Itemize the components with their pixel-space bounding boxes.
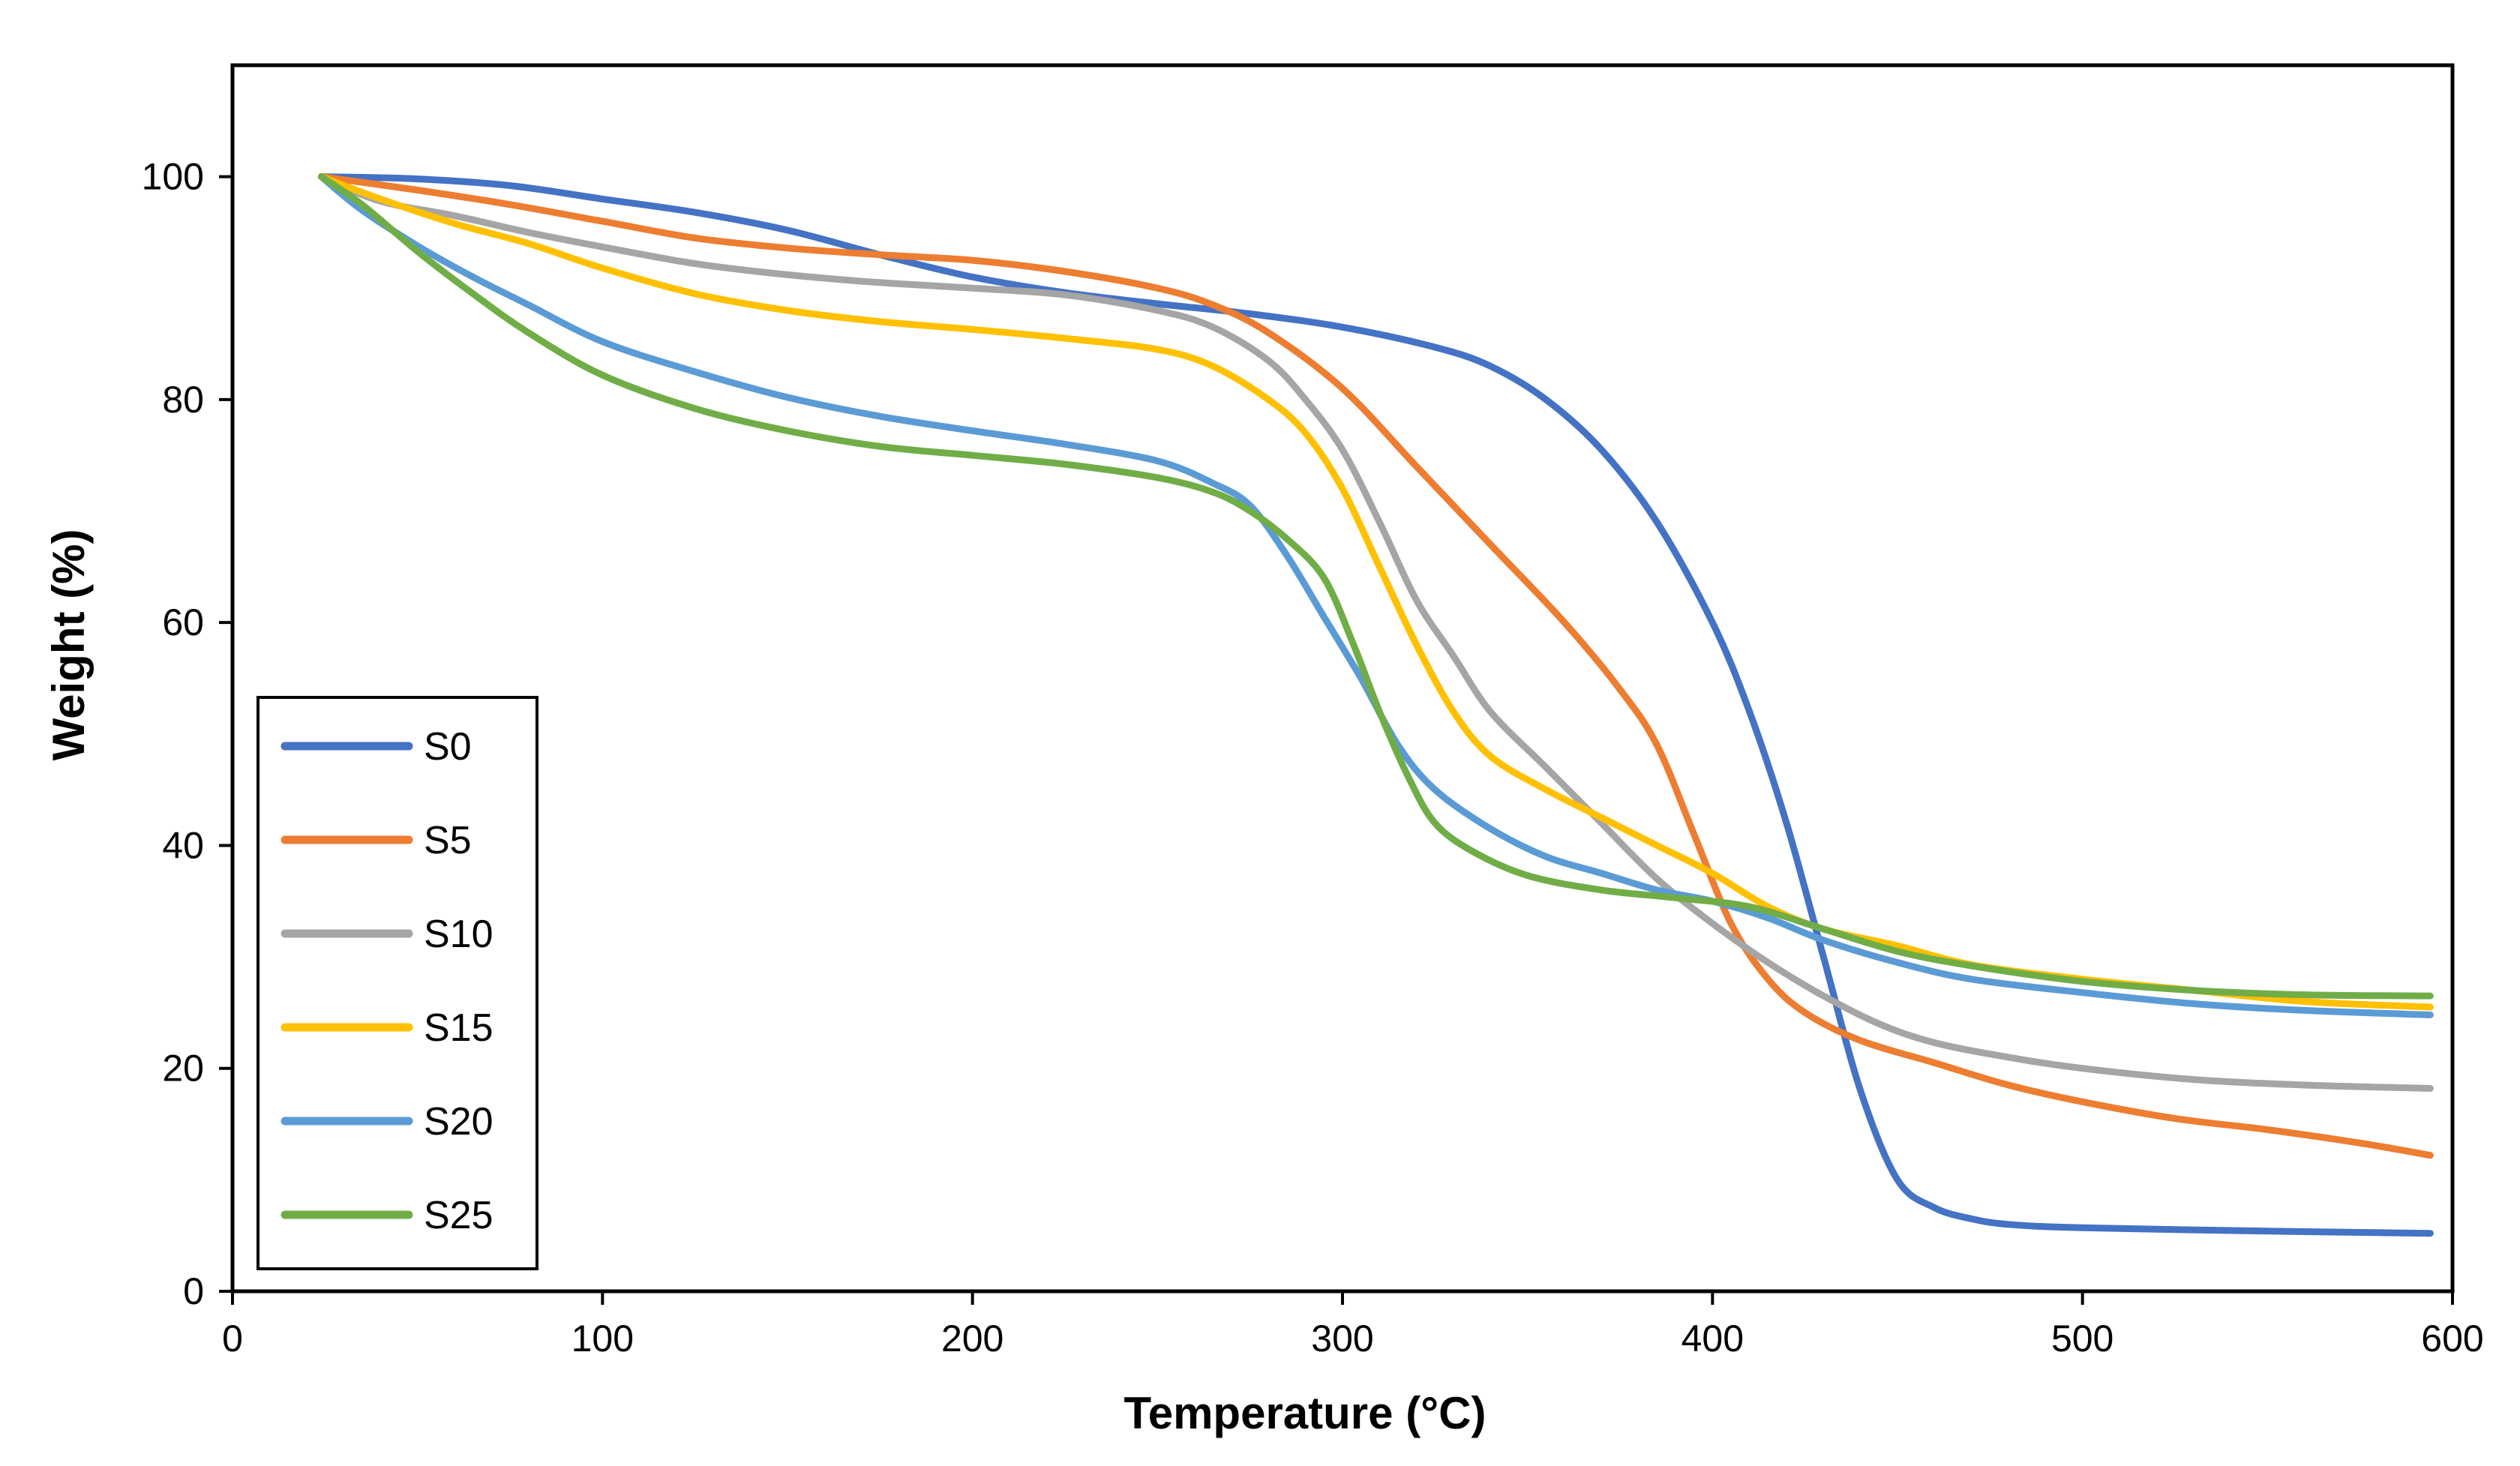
x-tick-label: 200 [941, 1318, 1004, 1360]
y-tick-label: 0 [183, 1270, 204, 1312]
x-tick-label: 0 [222, 1318, 243, 1360]
series-line-s10 [317, 173, 2434, 1092]
legend-label-s25: S25 [424, 1194, 494, 1237]
series-layer [317, 173, 2434, 1237]
x-tick-label: 100 [572, 1318, 634, 1360]
series-line-s25 [317, 173, 2434, 1000]
x-tick-label: 600 [2421, 1318, 2483, 1360]
x-tick-label: 400 [1682, 1318, 1744, 1360]
legend-label-s10: S10 [424, 913, 494, 956]
legend-label-s20: S20 [424, 1100, 494, 1144]
y-tick-label: 20 [162, 1048, 204, 1090]
legend: S0 S5 S10 S15 S20 S25 [256, 696, 538, 1270]
y-tick-label: 40 [162, 824, 204, 866]
legend-label-s5: S5 [424, 819, 472, 862]
x-axis-title: Temperature (°C) [1124, 1388, 1486, 1438]
series-line-s20 [317, 173, 2434, 1018]
y-axis-title: Weight (%) [44, 529, 94, 761]
legend-box [256, 696, 538, 1270]
x-axis: 0 100 200 300 400 500 600 [222, 1291, 2484, 1360]
x-tick-label: 500 [2051, 1318, 2114, 1360]
legend-label-s15: S15 [424, 1006, 494, 1050]
y-tick-label: 100 [142, 156, 204, 198]
x-tick-label: 300 [1311, 1318, 1373, 1360]
y-tick-label: 60 [162, 601, 204, 643]
y-tick-label: 80 [162, 379, 204, 421]
series-line-s5 [317, 173, 2434, 1159]
y-axis: 0 20 40 60 80 100 [142, 156, 232, 1312]
legend-label-s0: S0 [424, 725, 472, 769]
series-line-s0 [317, 173, 2434, 1237]
